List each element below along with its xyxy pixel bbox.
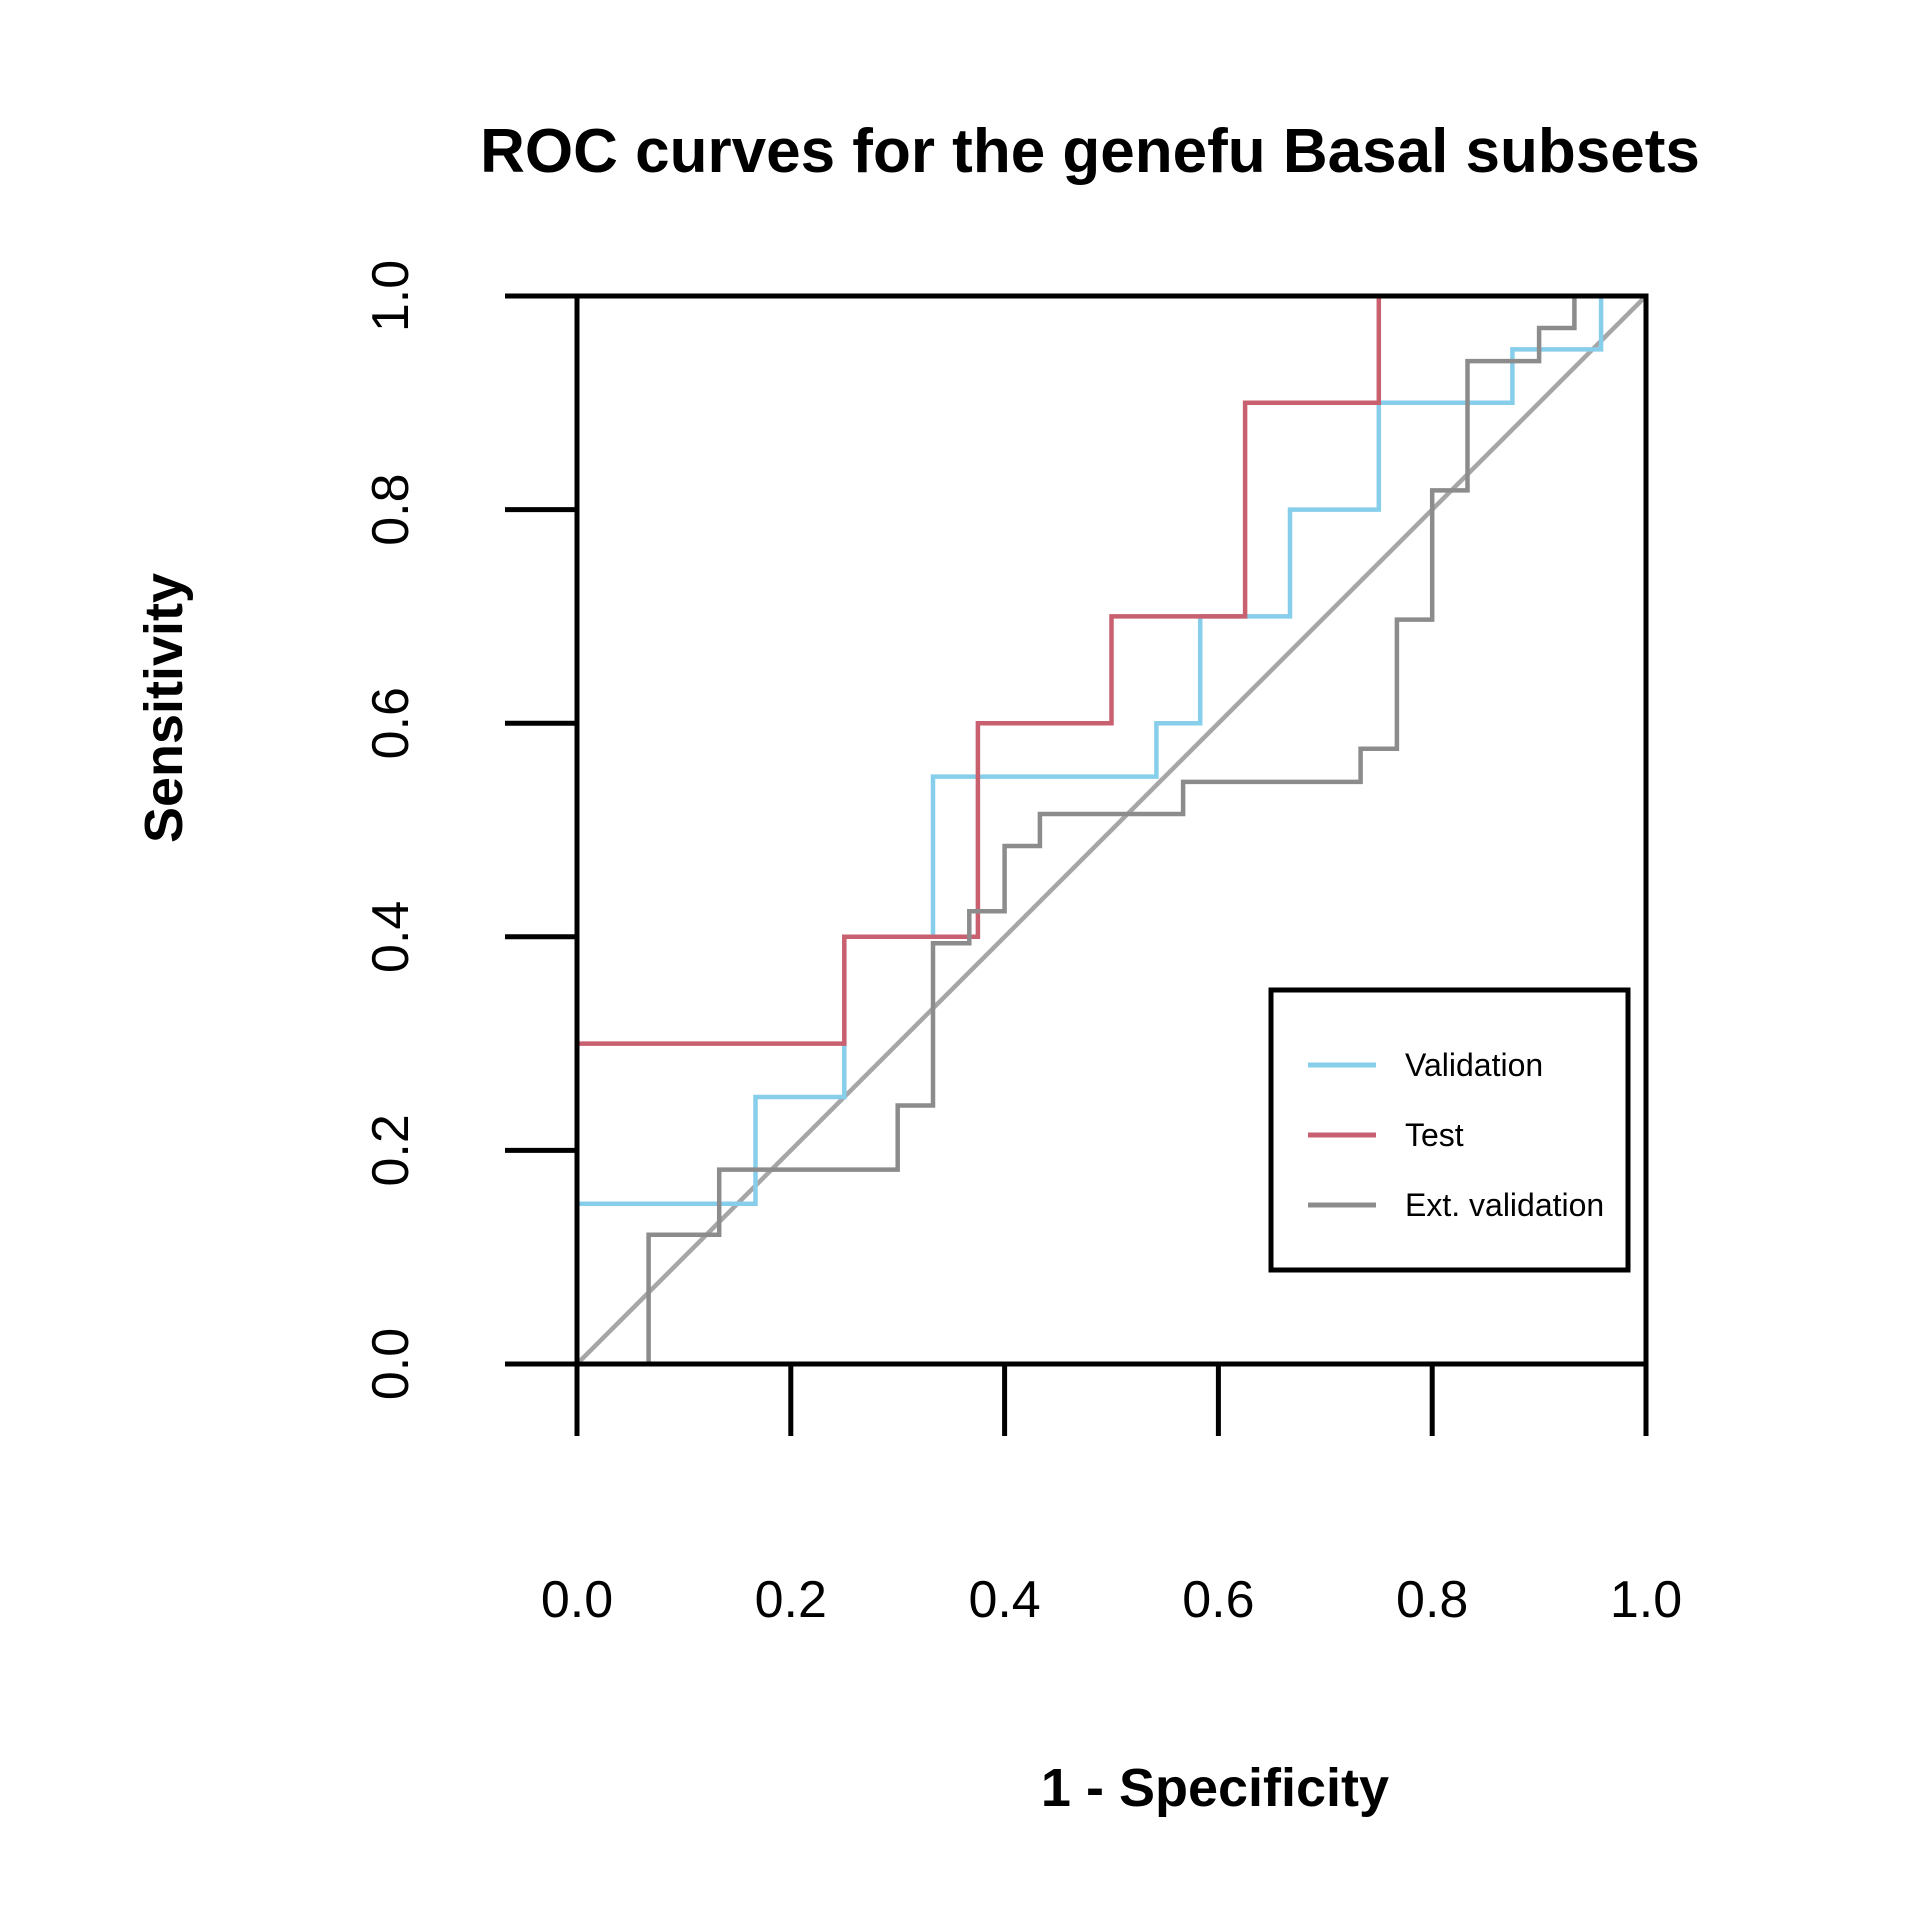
x-tick-label-4: 0.8 [1396,1571,1468,1629]
roc-curve-validation [574,293,1646,1364]
y-tick-label-4: 0.8 [362,473,420,545]
legend-label-validation: Validation [1405,1047,1543,1083]
roc-curve-test [574,293,1646,1364]
axis-tick-labels: 0.0 0.2 0.4 0.6 0.8 1.0 0.0 0.2 0.4 0.6 0.8 1.0 [362,260,1682,1629]
x-tick-label-5: 1.0 [1610,1571,1682,1629]
x-tick-label-3: 0.6 [1182,1571,1254,1629]
y-tick-label-1: 0.2 [362,1114,420,1186]
x-tick-label-0: 0.0 [541,1571,613,1629]
y-tick-label-0: 0.0 [362,1328,420,1400]
y-axis-label: Sensitivity [134,573,194,843]
roc-curves [574,293,1648,1367]
x-axis-label: 1 - Specificity [1041,1758,1389,1818]
y-tick-label-3: 0.6 [362,687,420,759]
legend-box [1268,987,1631,1273]
y-tick-label-5: 1.0 [362,260,420,332]
chart-title: ROC curves for the genefu Basal subsets [480,117,1700,186]
legend-label-test: Test [1405,1117,1464,1153]
x-tick-label-2: 0.4 [968,1571,1040,1629]
legend-label-ext-validation: Ext. validation [1405,1187,1604,1223]
x-tick-label-1: 0.2 [755,1571,827,1629]
roc-curve-ext-validation [577,293,1646,1367]
legend: Validation Test Ext. validation [1268,987,1631,1273]
axis-ticks [505,293,1649,1436]
plot-frame [574,293,1649,1367]
y-tick-label-2: 0.4 [362,901,420,973]
